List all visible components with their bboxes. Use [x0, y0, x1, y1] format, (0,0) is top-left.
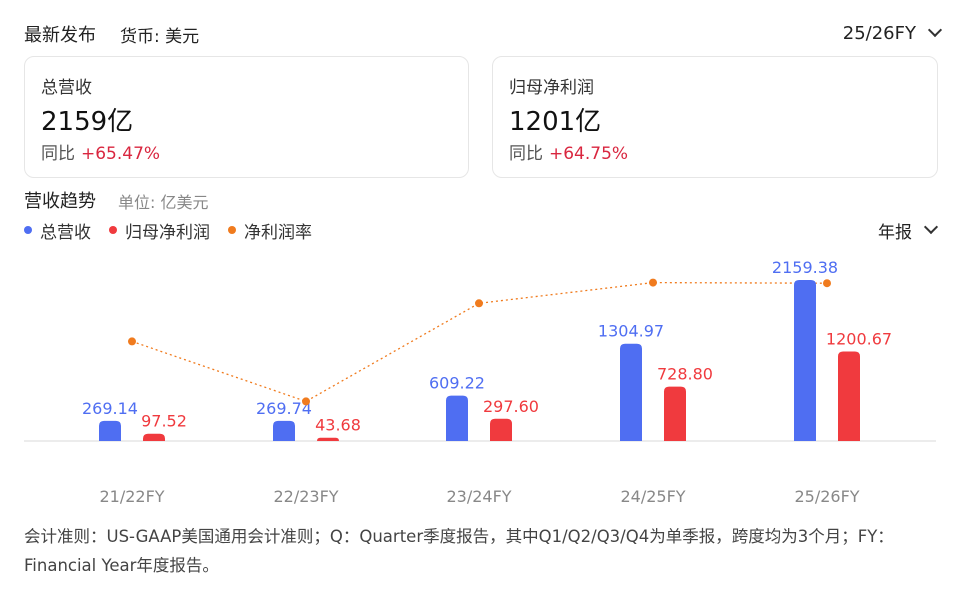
legend-label: 归母净利润 [125, 222, 210, 243]
x-tick-label: 25/26FY [794, 487, 859, 506]
card-value: 1201亿 [509, 107, 602, 137]
chevron-down-icon [927, 22, 943, 38]
revenue-data-label: 1304.97 [598, 322, 664, 341]
revenue-bar [794, 280, 816, 441]
revenue-bar [620, 343, 642, 441]
chart-legend: 总营收 归母净利润 净利润率 [24, 218, 330, 243]
net-profit-bar [317, 437, 339, 441]
card-value: 2159亿 [41, 107, 134, 137]
revenue-bar [446, 395, 468, 441]
x-tick-label: 24/25FY [620, 487, 685, 506]
currency-label: 货币: 美元 [120, 27, 200, 47]
net-profit-bar [490, 418, 512, 441]
net-profit-data-label: 1200.67 [826, 329, 892, 348]
revenue-bar [99, 420, 121, 441]
legend-dot-icon [228, 226, 236, 234]
revenue-data-label: 269.14 [82, 399, 138, 418]
card-label: 总营收 [41, 78, 92, 98]
legend-dot-icon [109, 226, 117, 234]
net-profit-data-label: 97.52 [141, 412, 187, 431]
legend-item-net-profit[interactable]: 归母净利润 [109, 218, 210, 243]
yoy-value: +64.75% [549, 144, 629, 164]
card-yoy: 同比 +64.75% [509, 139, 628, 164]
net-margin-point [649, 278, 657, 287]
legend-label: 净利润率 [244, 222, 312, 243]
net-profit-data-label: 297.60 [483, 397, 539, 416]
trend-unit: 单位: 亿美元 [118, 193, 209, 212]
trend-title: 营收趋势 [24, 191, 96, 212]
yoy-label: 同比 [509, 144, 543, 164]
net-profit-card: 归母净利润 1201亿 同比 +64.75% [492, 56, 938, 178]
revenue-data-label: 269.74 [256, 399, 312, 418]
legend-item-revenue[interactable]: 总营收 [24, 218, 91, 243]
x-tick-label: 21/22FY [99, 487, 164, 506]
fiscal-year-value: 25/26FY [842, 22, 916, 44]
revenue-data-label: 2159.38 [772, 258, 838, 277]
fiscal-year-dropdown[interactable]: 25/26FY [842, 19, 943, 47]
yoy-value: +65.47% [81, 144, 161, 164]
x-tick-label: 23/24FY [446, 487, 511, 506]
net-margin-point [302, 397, 310, 406]
page-title: 最新发布 [24, 25, 96, 46]
card-yoy: 同比 +65.47% [41, 139, 160, 164]
yoy-label: 同比 [41, 144, 75, 164]
chevron-down-icon [923, 219, 939, 235]
revenue-card: 总营收 2159亿 同比 +65.47% [24, 56, 469, 178]
net-profit-data-label: 728.80 [657, 365, 713, 384]
revenue-bar [273, 420, 295, 441]
legend-item-margin[interactable]: 净利润率 [228, 218, 312, 243]
legend-dot-icon [24, 226, 32, 234]
net-margin-point [823, 279, 831, 288]
net-profit-bar [664, 386, 686, 441]
net-profit-bar [838, 351, 860, 441]
net-margin-point [128, 337, 136, 346]
revenue-trend-chart: 269.14 269.74 609.22 1304.97 2159.38 97.52 43.… [24, 258, 936, 506]
net-margin-point [475, 299, 483, 308]
card-label: 归母净利润 [509, 78, 594, 98]
period-dropdown[interactable]: 年报 [878, 218, 939, 243]
net-margin-line [131, 281, 828, 403]
net-profit-bar [143, 433, 165, 441]
period-value: 年报 [878, 222, 912, 243]
x-tick-label: 22/23FY [273, 487, 338, 506]
legend-label: 总营收 [40, 222, 91, 243]
accounting-footnote: 会计准则：US-GAAP美国通用会计准则；Q：Quarter季度报告，其中Q1/… [24, 527, 894, 575]
header: 最新发布 货币: 美元 25/26FY [24, 19, 943, 47]
revenue-data-label: 609.22 [429, 374, 485, 393]
net-profit-data-label: 43.68 [315, 416, 361, 435]
